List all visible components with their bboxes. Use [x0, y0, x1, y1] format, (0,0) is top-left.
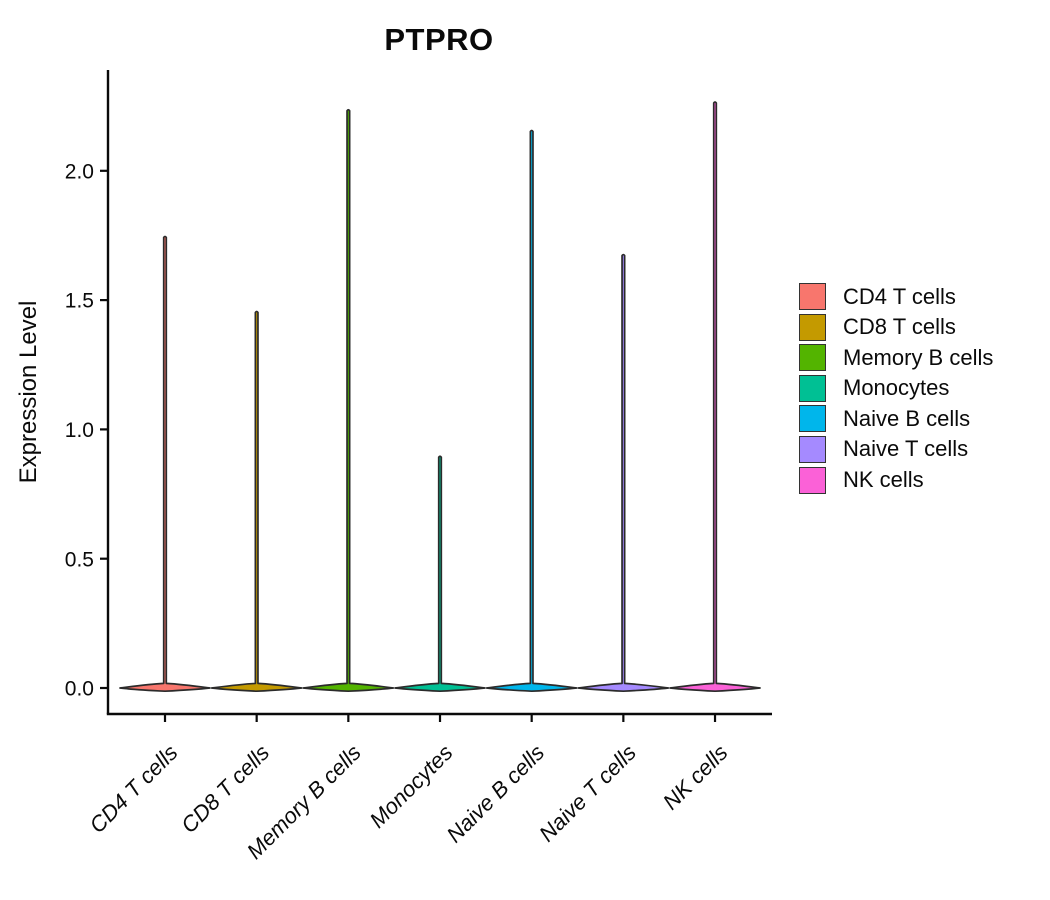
x-tick-label: Naive B cells: [442, 740, 550, 848]
legend-key-swatch: [799, 435, 826, 463]
violin-cd8-t-cells: [210, 310, 303, 693]
legend-label: NK cells: [843, 467, 924, 493]
legend-item: Monocytes: [799, 374, 993, 402]
x-tick-label: NK cells: [658, 740, 733, 815]
axes-layer: [100, 70, 772, 722]
x-tick-label: CD4 T cells: [84, 740, 182, 838]
violin-naive-b-cells: [485, 129, 578, 693]
legend-item: Naive T cells: [799, 435, 993, 463]
legend-item: Memory B cells: [799, 344, 994, 372]
y-axis-title: Expression Level: [15, 301, 42, 484]
legend-item: CD8 T cells: [799, 313, 993, 341]
legend-key-swatch: [799, 313, 826, 341]
legend-label: CD4 T cells: [843, 283, 956, 309]
legend-label: Monocytes: [843, 375, 950, 401]
x-tick-label: CD8 T cells: [176, 740, 274, 838]
y-tick-label: 1.0: [65, 419, 94, 442]
legend-item: CD4 T cells: [799, 283, 993, 310]
y-tick-label: 0.0: [65, 678, 94, 701]
violin-cd4-t-cells: [119, 235, 211, 693]
x-tick-label: Naive T cells: [534, 740, 641, 847]
violin-monocytes: [394, 455, 486, 693]
y-tick-label: 0.5: [65, 548, 94, 571]
legend-label: Naive T cells: [843, 436, 969, 462]
violin-memory-b-cells: [302, 108, 395, 693]
legend-key-swatch: [799, 283, 826, 310]
legend: CD4 T cells CD8 T cells Memory B cells Mono…: [799, 283, 993, 494]
violin-nk-cells: [669, 101, 761, 693]
legend-label: Naive B cells: [843, 405, 971, 431]
violins-layer: [119, 101, 761, 693]
legend-item: NK cells: [799, 466, 993, 494]
chart-title: PTPRO: [384, 22, 494, 57]
legend-key-swatch: [799, 466, 826, 494]
legend-key-swatch: [799, 374, 826, 402]
x-tick-label: Monocytes: [365, 740, 458, 833]
legend-key-swatch: [799, 405, 826, 433]
violin-naive-t-cells: [577, 253, 670, 693]
y-tick-label: 2.0: [65, 160, 94, 183]
legend-item: Naive B cells: [799, 405, 993, 433]
legend-label: CD8 T cells: [843, 314, 956, 340]
legend-key-swatch: [799, 344, 826, 372]
y-tick-label: 1.5: [65, 290, 94, 313]
legend-label: Memory B cells: [843, 344, 994, 370]
